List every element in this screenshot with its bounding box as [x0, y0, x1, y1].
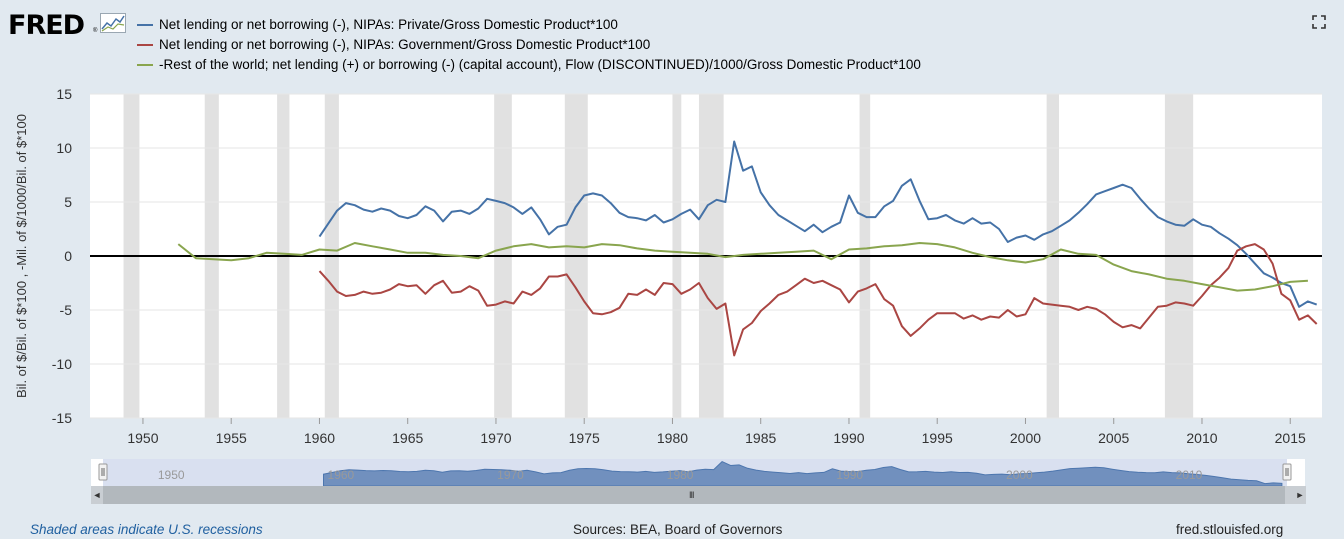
- scroll-left-button[interactable]: ◄: [92, 490, 102, 500]
- scrollbar-thumb[interactable]: III: [103, 486, 1285, 504]
- navigator-handle-right[interactable]: [1282, 463, 1292, 481]
- scroll-grip-icon: III: [689, 490, 694, 500]
- y-tick-label: 15: [56, 86, 72, 102]
- navigator-label: 2010: [1176, 468, 1203, 482]
- y-tick-label: 5: [64, 194, 72, 210]
- recession-note-link[interactable]: Shaded areas indicate U.S. recessions: [30, 522, 263, 537]
- series-line-1: [318, 243, 1318, 357]
- x-tick-label: 1965: [392, 430, 423, 446]
- legend-item-rest-of-world[interactable]: -Rest of the world; net lending (+) or b…: [137, 55, 921, 75]
- navigator-label: 1970: [497, 468, 524, 482]
- legend-label-private: Net lending or net borrowing (-), NIPAs:…: [159, 17, 618, 32]
- fred-graph-icon: [100, 13, 126, 33]
- legend-swatch-private: [137, 24, 153, 26]
- x-tick-label: 1985: [745, 430, 776, 446]
- sources-text: Sources: BEA, Board of Governors: [573, 522, 783, 537]
- series-line-0: [318, 140, 1318, 308]
- x-tick-label: 2000: [1010, 430, 1041, 446]
- x-tick-label: 1975: [569, 430, 600, 446]
- navigator-selection: [103, 459, 1287, 486]
- navigator-label: 1960: [328, 468, 355, 482]
- legend-item-government[interactable]: Net lending or net borrowing (-), NIPAs:…: [137, 35, 921, 55]
- x-tick-label: 2010: [1186, 430, 1217, 446]
- x-tick-label: 1960: [304, 430, 335, 446]
- scroll-right-button[interactable]: ►: [1295, 490, 1305, 500]
- series-line-2: [177, 242, 1308, 292]
- registered-mark: ®: [93, 28, 98, 34]
- site-link[interactable]: fred.stlouisfed.org: [1176, 522, 1284, 537]
- x-tick-label: 1970: [480, 430, 511, 446]
- navigator-label: 2000: [1006, 468, 1033, 482]
- navigator-series-area: [323, 461, 1283, 487]
- navigator-handle-left[interactable]: [98, 463, 108, 481]
- x-tick-label: 2005: [1098, 430, 1129, 446]
- y-tick-label: -15: [52, 410, 72, 426]
- x-tick-label: 1990: [833, 430, 864, 446]
- navigator-label: 1980: [667, 468, 694, 482]
- legend-label-rest-of-world: -Rest of the world; net lending (+) or b…: [159, 57, 921, 72]
- legend-swatch-government: [137, 44, 153, 46]
- x-tick-label: 1980: [657, 430, 688, 446]
- navigator-label: 1990: [836, 468, 863, 482]
- y-tick-label: -5: [60, 302, 73, 318]
- legend-item-private[interactable]: Net lending or net borrowing (-), NIPAs:…: [137, 15, 921, 35]
- y-tick-label: -10: [52, 356, 72, 372]
- y-tick-label: 10: [56, 140, 72, 156]
- legend-swatch-rest-of-world: [137, 64, 153, 66]
- x-tick-label: 1950: [127, 430, 158, 446]
- x-tick-label: 1955: [216, 430, 247, 446]
- chart-legend: Net lending or net borrowing (-), NIPAs:…: [137, 15, 921, 75]
- navigator-label: 1950: [158, 468, 185, 482]
- legend-label-government: Net lending or net borrowing (-), NIPAs:…: [159, 37, 651, 52]
- y-axis-label: Bil. of $/Bil. of $*100 , -Mil. of $/100…: [14, 114, 29, 398]
- x-tick-label: 1995: [922, 430, 953, 446]
- fullscreen-icon[interactable]: [1312, 15, 1326, 29]
- x-tick-label: 2015: [1275, 430, 1306, 446]
- navigator-scrollbar[interactable]: ◄ III ►: [91, 486, 1306, 504]
- fred-logo[interactable]: FRED: [8, 10, 85, 41]
- y-tick-label: 0: [64, 248, 72, 264]
